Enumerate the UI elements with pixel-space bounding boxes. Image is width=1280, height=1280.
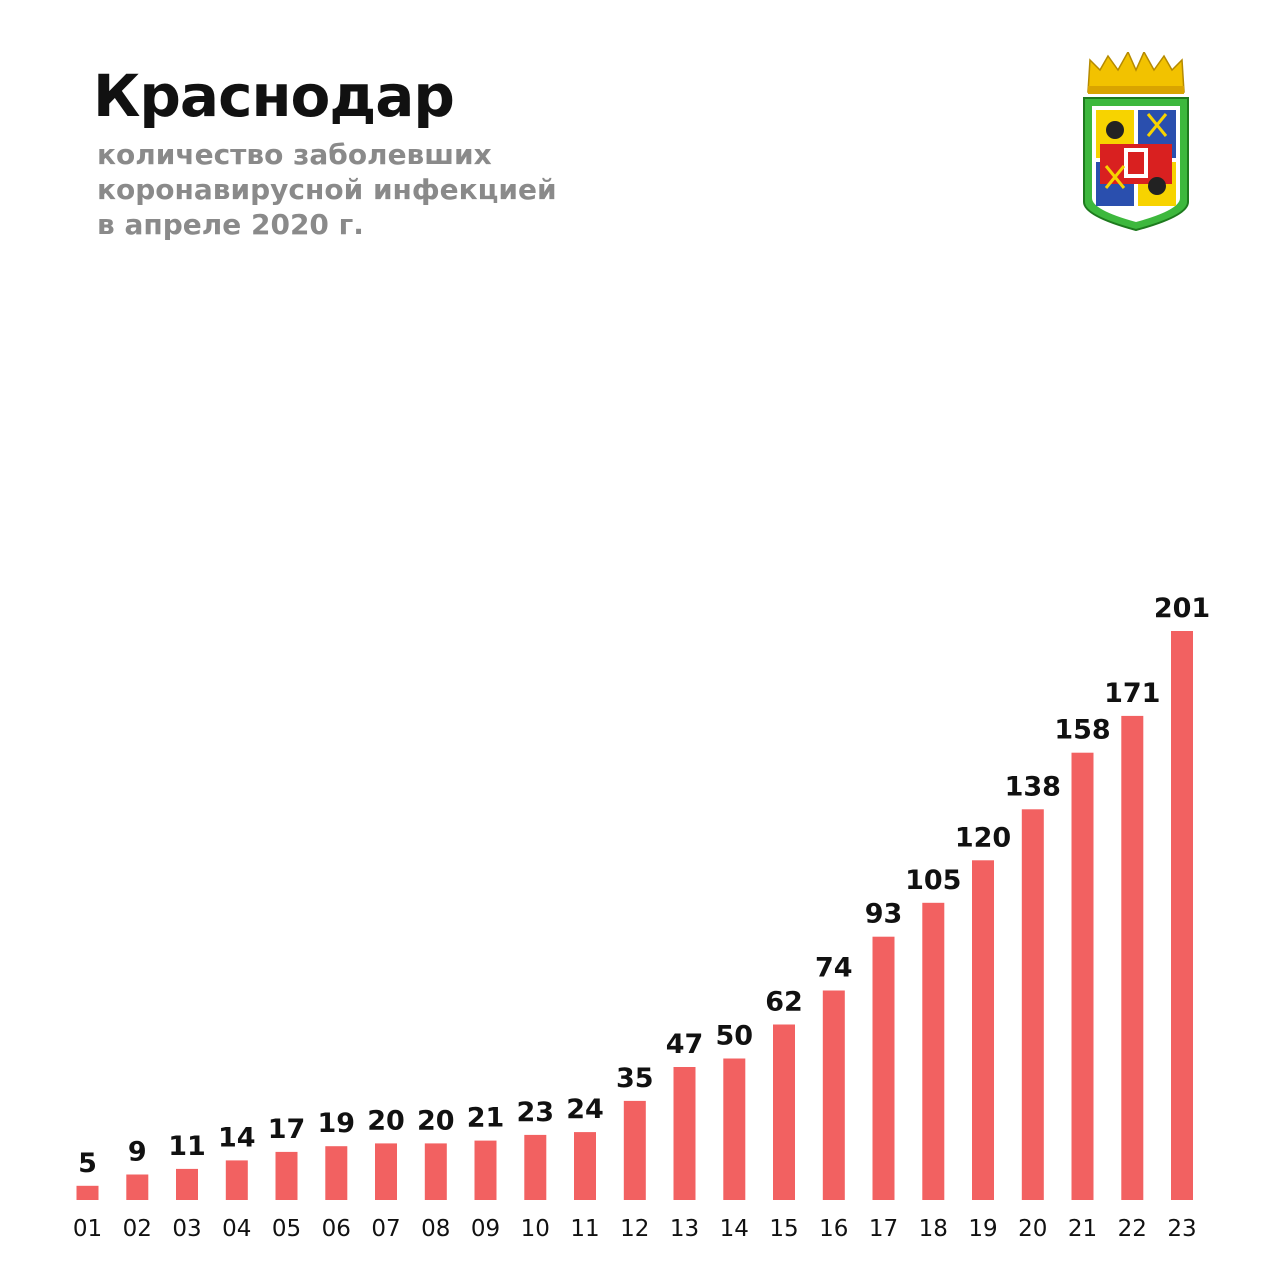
x-tick-label-03: 03 (172, 1216, 201, 1242)
bar-23 (1171, 631, 1193, 1200)
data-label-10: 23 (517, 1097, 555, 1128)
x-tick-label-15: 15 (769, 1216, 798, 1242)
bar-07 (375, 1143, 397, 1200)
data-label-12: 35 (616, 1063, 654, 1094)
data-label-02: 9 (128, 1137, 147, 1168)
data-label-17: 93 (865, 899, 903, 930)
data-label-16: 74 (815, 953, 853, 984)
data-label-04: 14 (218, 1122, 256, 1153)
x-tick-label-21: 21 (1068, 1216, 1097, 1242)
x-tick-label-09: 09 (471, 1216, 500, 1242)
x-tick-label-22: 22 (1118, 1216, 1147, 1242)
x-tick-label-01: 01 (73, 1216, 102, 1242)
x-tick-label-10: 10 (521, 1216, 550, 1242)
x-tick-label-16: 16 (819, 1216, 848, 1242)
x-tick-label-12: 12 (620, 1216, 649, 1242)
bar-01 (76, 1185, 99, 1200)
x-tick-label-19: 19 (968, 1216, 997, 1242)
city-coat-of-arms-icon (1083, 52, 1189, 232)
x-tick-label-23: 23 (1167, 1216, 1196, 1242)
data-label-08: 20 (417, 1105, 455, 1136)
bar-21 (1071, 752, 1094, 1200)
data-label-09: 21 (467, 1103, 505, 1134)
bar-16 (822, 990, 845, 1200)
data-label-18: 105 (905, 865, 961, 896)
data-label-13: 47 (666, 1029, 704, 1060)
bar-05 (275, 1151, 298, 1200)
data-label-01: 5 (78, 1148, 97, 1179)
data-label-23: 201 (1154, 593, 1210, 624)
data-label-20: 138 (1005, 771, 1061, 802)
chart-subtitle: количество заболевших коронавирусной инф… (97, 138, 557, 241)
bar-10 (524, 1134, 547, 1200)
data-label-06: 19 (318, 1108, 356, 1139)
bar-08 (424, 1143, 447, 1200)
x-tick-label-14: 14 (720, 1216, 749, 1242)
x-tick-label-04: 04 (222, 1216, 251, 1242)
bar-20 (1021, 809, 1044, 1200)
bar-19 (972, 860, 994, 1200)
bar-14 (723, 1058, 746, 1200)
data-label-11: 24 (566, 1094, 604, 1125)
bar-15 (773, 1024, 795, 1200)
bar-22 (1121, 715, 1144, 1200)
data-label-14: 50 (716, 1021, 754, 1052)
bar-06 (325, 1146, 348, 1200)
bar-12 (623, 1100, 646, 1200)
bar-13 (673, 1067, 696, 1200)
data-label-07: 20 (367, 1105, 405, 1136)
x-tick-label-11: 11 (570, 1216, 599, 1242)
data-label-15: 62 (765, 987, 803, 1018)
x-tick-label-06: 06 (322, 1216, 351, 1242)
x-tick-label-17: 17 (869, 1216, 898, 1242)
data-label-22: 171 (1104, 678, 1160, 709)
x-tick-label-05: 05 (272, 1216, 301, 1242)
bar-series (76, 631, 1193, 1200)
data-label-05: 17 (268, 1114, 306, 1145)
x-tick-label-18: 18 (919, 1216, 948, 1242)
x-tick-label-20: 20 (1018, 1216, 1047, 1242)
bar-11 (574, 1132, 596, 1200)
x-axis-ticks: 01 02 03 04 05 06 07 08 09 10 11 12 13 14 15 16 17 18 19 20… (73, 1216, 1197, 1242)
bar-04 (225, 1160, 248, 1200)
bar-18 (922, 902, 945, 1200)
x-tick-label-13: 13 (670, 1216, 699, 1242)
data-label-21: 158 (1054, 715, 1110, 746)
x-tick-label-02: 02 (123, 1216, 152, 1242)
x-tick-label-08: 08 (421, 1216, 450, 1242)
chart-title: Краснодар (93, 62, 455, 130)
bar-03 (176, 1168, 198, 1200)
data-label-19: 120 (955, 822, 1011, 853)
bar-17 (872, 936, 895, 1200)
x-tick-label-07: 07 (371, 1216, 400, 1242)
bar-02 (126, 1174, 149, 1200)
bar-09 (474, 1140, 497, 1200)
data-label-03: 11 (168, 1131, 206, 1162)
